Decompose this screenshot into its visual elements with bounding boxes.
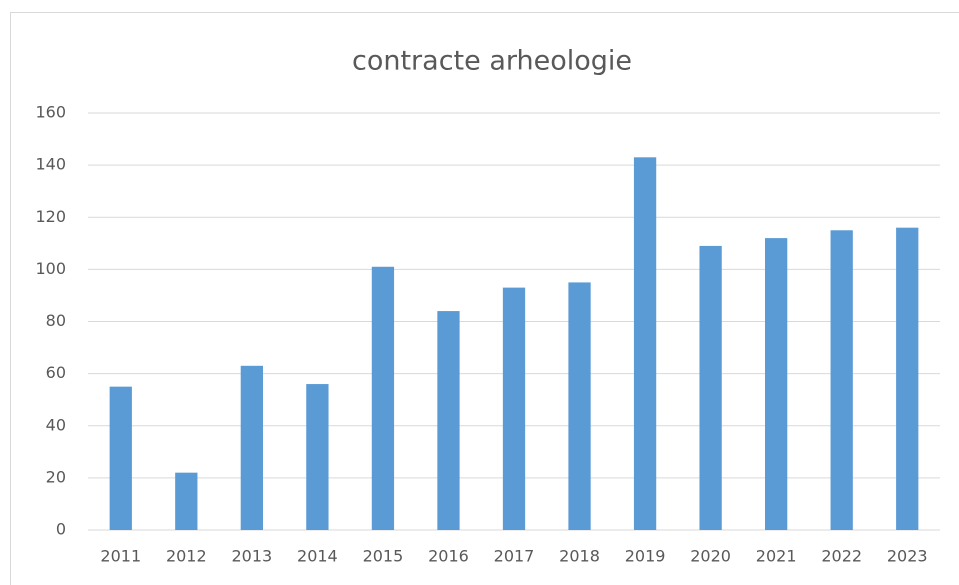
bar [306, 384, 329, 530]
bar [765, 238, 788, 530]
bar [830, 230, 853, 530]
x-tick-label: 2023 [887, 547, 928, 566]
bar [175, 472, 198, 530]
chart-title: contracte arheologie [352, 46, 632, 77]
x-tick-label: 2017 [494, 547, 535, 566]
x-tick-label: 2022 [821, 547, 862, 566]
y-tick-label: 160 [35, 103, 66, 122]
x-tick-label: 2021 [756, 547, 797, 566]
x-tick-label: 2011 [100, 547, 141, 566]
bar [240, 365, 263, 530]
y-tick-label: 20 [46, 467, 66, 486]
x-tick-label: 2013 [231, 547, 272, 566]
y-tick-label: 60 [46, 363, 66, 382]
y-tick-label: 140 [35, 155, 66, 174]
chart-border [10, 12, 959, 585]
x-tick-label: 2016 [428, 547, 469, 566]
bar [437, 311, 460, 530]
y-tick-label: 80 [46, 311, 66, 330]
x-tick-label: 2012 [166, 547, 207, 566]
y-tick-label: 100 [35, 259, 66, 278]
bar [896, 227, 919, 531]
bar [568, 282, 591, 530]
bar [371, 266, 395, 530]
bar [502, 287, 526, 530]
x-tick-label: 2019 [625, 547, 666, 566]
x-tick-label: 2018 [559, 547, 600, 566]
x-tick-label: 2015 [363, 547, 404, 566]
bar [699, 245, 722, 530]
bar [109, 386, 132, 530]
x-tick-label: 2014 [297, 547, 338, 566]
bar [633, 157, 657, 530]
y-tick-label: 120 [35, 207, 66, 226]
x-tick-label: 2020 [690, 547, 731, 566]
y-tick-label: 40 [46, 415, 66, 434]
y-tick-label: 0 [56, 520, 66, 539]
